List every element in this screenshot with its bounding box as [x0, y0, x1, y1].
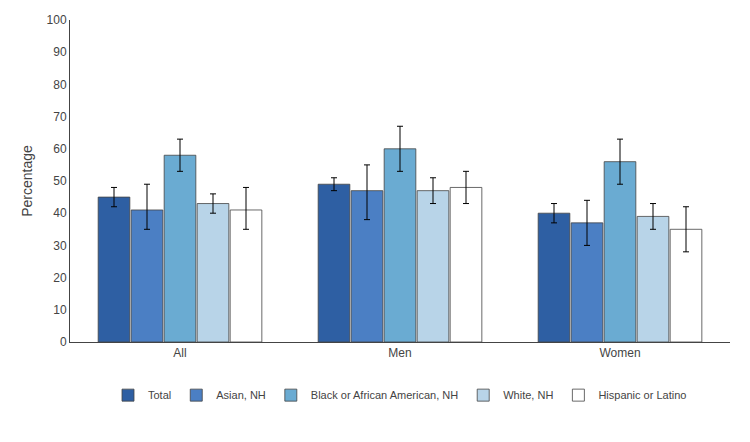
svg-text:10: 10 [53, 303, 67, 317]
svg-text:White, NH: White, NH [503, 389, 553, 401]
svg-text:Men: Men [388, 346, 411, 360]
svg-text:50: 50 [53, 174, 67, 188]
svg-text:100: 100 [47, 13, 67, 27]
svg-text:70: 70 [53, 110, 67, 124]
svg-text:0: 0 [60, 335, 67, 349]
svg-text:Total: Total [148, 389, 171, 401]
svg-text:40: 40 [53, 206, 67, 220]
svg-text:Asian, NH: Asian, NH [216, 389, 266, 401]
svg-text:80: 80 [53, 78, 67, 92]
svg-text:All: All [173, 346, 186, 360]
svg-text:Hispanic or Latino: Hispanic or Latino [598, 389, 686, 401]
svg-text:Women: Women [599, 346, 640, 360]
svg-text:90: 90 [53, 45, 67, 59]
svg-text:Black or African American, NH: Black or African American, NH [311, 389, 458, 401]
svg-text:20: 20 [53, 271, 67, 285]
svg-text:60: 60 [53, 142, 67, 156]
svg-text:Percentage: Percentage [19, 145, 35, 217]
svg-text:30: 30 [53, 239, 67, 253]
